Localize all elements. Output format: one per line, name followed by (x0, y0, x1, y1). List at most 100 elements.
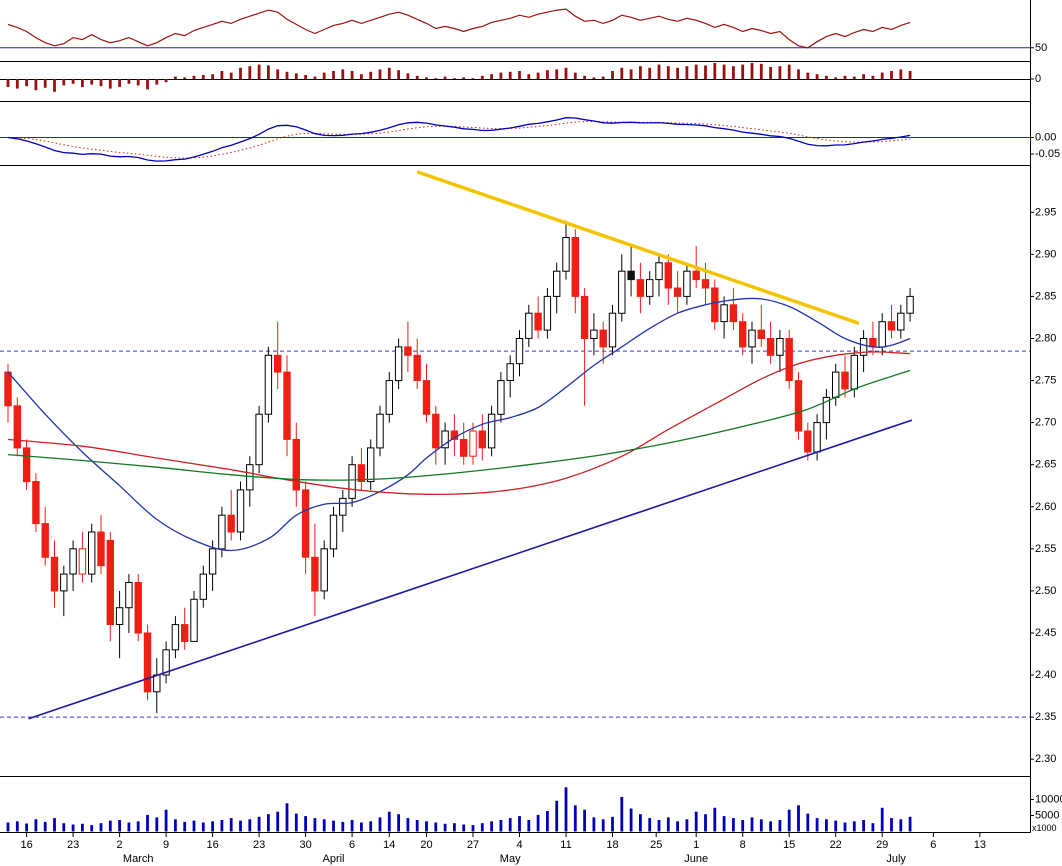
histogram-bar (248, 66, 252, 79)
histogram-bar (146, 79, 149, 90)
histogram-bar (880, 72, 884, 79)
date-tick-label: 16 (206, 839, 218, 851)
macd-panel[interactable] (0, 117, 1031, 162)
candle-up (618, 270, 626, 314)
date-tick-label: 8 (740, 839, 746, 851)
histogram-bar (211, 74, 214, 79)
candle-down (97, 531, 105, 567)
histogram-bar (155, 79, 159, 85)
price-tick-label: 2.75 (1035, 375, 1056, 387)
histogram-bar (350, 71, 354, 79)
candle-down (283, 371, 291, 440)
candle-up (162, 649, 170, 676)
candle-down (580, 295, 589, 339)
candle-down (292, 439, 301, 491)
histogram-bar (704, 65, 707, 79)
x-axis[interactable]: 16 23 2 9 16 23 30 6 14 20 27 4 11 18 25 1 8 15 22 29 6 13Mar… (20, 832, 986, 866)
candle-down (794, 380, 803, 432)
histogram-bar (657, 64, 661, 79)
volume-bar (174, 819, 177, 832)
histogram-bar (43, 79, 47, 88)
volume-bar (490, 821, 493, 832)
trendlines[interactable] (28, 170, 913, 720)
candle-up (878, 321, 886, 348)
volume-bar (443, 823, 447, 832)
histogram-bar (843, 75, 847, 79)
volume-bar (527, 820, 531, 832)
histogram-bar (592, 77, 596, 79)
histogram-bar (852, 76, 856, 79)
right-axis[interactable]: 50 0 0.00 -0.05 2.95 2.90 2.85 2.80 2.75 2.70 2.65… (1030, 42, 1062, 833)
candle-up (60, 573, 68, 592)
volume-bar (118, 820, 121, 832)
volume-bar (313, 818, 317, 832)
volume-bar (387, 811, 391, 832)
histogram-bar (787, 64, 791, 79)
ma-fast-line (7, 297, 911, 552)
histogram-bar (360, 74, 363, 79)
histogram-bar (797, 69, 800, 79)
candle-up (264, 354, 273, 415)
volume-bar (862, 820, 865, 832)
histogram-bar (555, 69, 559, 79)
month-label: March (123, 853, 154, 865)
histogram-bar (53, 79, 56, 92)
date-tick-label: 1 (693, 839, 699, 851)
histogram-bar (332, 71, 335, 79)
price-tick-label: 2.95 (1035, 206, 1056, 218)
price-panel[interactable] (0, 350, 1031, 718)
volume-bar (453, 823, 456, 832)
volume-bar (108, 820, 112, 832)
volume-panel[interactable] (6, 787, 912, 832)
volume-bar (239, 820, 242, 832)
histogram-bar (694, 64, 698, 79)
oscillator-line (7, 8, 911, 49)
volume-bar (890, 818, 893, 832)
date-tick-label: 30 (299, 839, 311, 851)
candle-down (404, 346, 412, 356)
candle-up (515, 338, 524, 365)
volume-bar (834, 820, 838, 832)
candle-up (906, 295, 914, 314)
candles[interactable] (4, 220, 914, 713)
candle-down (134, 582, 142, 634)
histogram-bar (108, 79, 112, 89)
volume-bar (508, 818, 512, 832)
histogram-bar (583, 75, 586, 79)
histogram-bar (71, 79, 75, 84)
oscillator-panel[interactable] (0, 8, 1031, 49)
volume-bar (685, 819, 689, 832)
candle-down (692, 270, 700, 281)
histogram-bar (815, 74, 819, 79)
histogram-bar (908, 71, 912, 79)
candle-down (785, 338, 793, 382)
histogram-bar (118, 79, 121, 87)
volume-bar (332, 820, 335, 832)
volume-bar (15, 821, 19, 832)
volume-bar (25, 823, 28, 832)
histogram-bar (183, 77, 187, 79)
histogram-bar (573, 72, 577, 79)
price-tick-label: 2.30 (1035, 753, 1056, 765)
histogram-bar (201, 75, 205, 79)
date-tick-label: 13 (974, 839, 986, 851)
histogram-bar (453, 78, 456, 79)
momentum-histogram-panel[interactable] (0, 63, 1031, 92)
candle-down (534, 312, 542, 331)
volume-bar (350, 820, 354, 832)
volume-bar (415, 820, 419, 832)
histogram-bar (536, 72, 540, 79)
volume-bar (620, 796, 624, 832)
date-tick-label: 23 (67, 839, 79, 851)
candle-down (887, 321, 896, 331)
volume-bar (201, 822, 205, 832)
volume-bar (220, 820, 224, 832)
candle-up (208, 548, 217, 575)
candle-down (32, 481, 40, 525)
panel-frame (0, 0, 1031, 833)
histogram-bar (81, 79, 84, 87)
volume-bar (480, 823, 484, 832)
date-tick-label: 15 (783, 839, 795, 851)
histogram-bar (890, 71, 893, 79)
